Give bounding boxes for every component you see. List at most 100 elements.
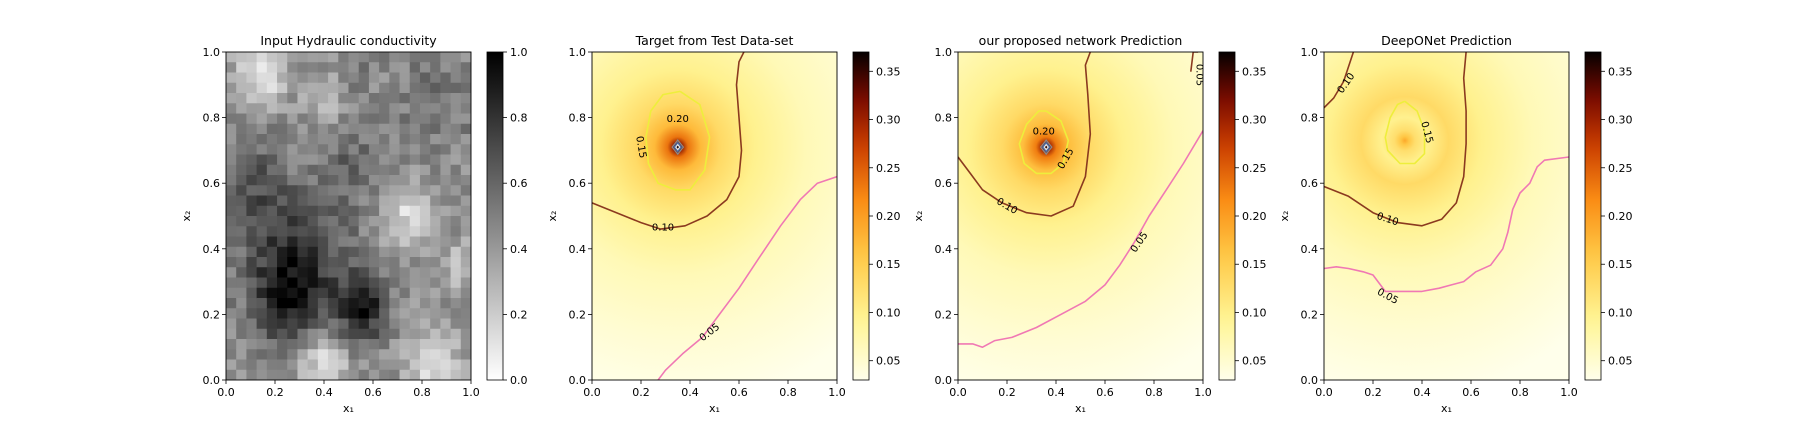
y-tick-label: 0.8	[203, 112, 221, 125]
x-axis-label: x₁	[1441, 402, 1452, 415]
colorbar-tick-label: 0.05	[1242, 355, 1267, 368]
colorbar-tick-label: 0.20	[1608, 210, 1633, 223]
contour-label: 0.20	[667, 114, 689, 125]
colorbar-tick-label: 0.10	[1608, 306, 1633, 319]
x-tick-label: 0.6	[1096, 386, 1114, 399]
y-tick-label: 0.0	[569, 374, 587, 387]
colorbar	[1584, 51, 1602, 381]
source-marker	[1041, 141, 1051, 153]
chart-title: DeepONet Prediction	[1381, 33, 1512, 48]
contour-label: 0.15	[633, 135, 648, 159]
colorbar-tick-label: 1.0	[510, 46, 528, 59]
contour-label: 0.20	[1033, 126, 1055, 137]
y-axis-label: x₂	[180, 211, 193, 222]
x-tick-label: 0.8	[413, 386, 431, 399]
y-tick-label: 0.0	[1301, 374, 1319, 387]
contour-0.05	[1324, 156, 1569, 293]
source-marker	[1043, 143, 1049, 151]
y-tick-label: 1.0	[203, 46, 221, 59]
colorbar-tick-label: 0.6	[510, 177, 528, 190]
y-tick-label: 0.8	[569, 112, 587, 125]
x-tick-label: 0.8	[1511, 386, 1529, 399]
x-axis-label: x₁	[1075, 402, 1086, 415]
colorbar-tick-label: 0.15	[1608, 258, 1633, 271]
y-tick-label: 0.6	[1301, 177, 1319, 190]
colorbar-tick-label: 0.20	[876, 210, 901, 223]
x-tick-label: 0.6	[364, 386, 382, 399]
axes-frame	[1323, 51, 1570, 381]
colorbar-tick-label: 0.35	[1242, 65, 1267, 78]
colorbar-tick-label: 0.10	[1242, 306, 1267, 319]
colorbar-tick-label: 0.25	[876, 162, 901, 175]
chart-title: Target from Test Data-set	[635, 33, 794, 48]
x-tick-label: 0.4	[1413, 386, 1431, 399]
contour-0.10	[1324, 52, 1467, 227]
y-tick-label: 1.0	[569, 46, 587, 59]
source-marker	[671, 139, 685, 156]
x-tick-label: 0.2	[1364, 386, 1382, 399]
y-tick-label: 1.0	[935, 46, 953, 59]
panel-1: 0.0 0.2 0.4 0.6 0.8 1.0 0.0 0.2 0.4 0.6 0.8 1.0 Inpu…	[180, 33, 528, 415]
x-axis-label: x₁	[709, 402, 720, 415]
contour-0.10	[958, 52, 1092, 217]
y-tick-label: 0.6	[935, 177, 953, 190]
y-tick-label: 0.4	[935, 243, 953, 256]
colorbar-tick-label: 0.25	[1608, 162, 1633, 175]
x-tick-label: 0.0	[949, 386, 967, 399]
colorbar-tick-label: 0.05	[1608, 355, 1633, 368]
panel-2: 0.20 0.15 0.10 0.05 0.0 0.2 0.4 0.6 0.8 1.0 0.0 0.2…	[546, 33, 901, 415]
y-tick-label: 0.2	[935, 308, 953, 321]
colorbar-tick-label: 0.30	[876, 114, 901, 127]
panel-3: 0.200.150.100.050.050.0 0.2 0.4 0.6 0.8 1.00.…	[912, 33, 1267, 415]
x-tick-label: 0.6	[730, 386, 748, 399]
x-tick-label: 0.4	[1047, 386, 1065, 399]
contour-0.15	[1384, 100, 1426, 165]
contour-0.20	[1018, 110, 1070, 175]
axes-frame	[957, 51, 1204, 381]
y-tick-label: 1.0	[1301, 46, 1319, 59]
y-tick-label: 0.4	[569, 243, 587, 256]
chart-title: Input Hydraulic conductivity	[260, 33, 437, 48]
x-tick-label: 0.4	[681, 386, 699, 399]
y-tick-label: 0.6	[203, 177, 221, 190]
colorbar	[1218, 51, 1236, 381]
x-tick-label: 0.2	[266, 386, 284, 399]
field: 0.200.150.100.05	[592, 52, 837, 380]
contour-0.20	[645, 90, 711, 191]
y-tick-label: 0.0	[935, 374, 953, 387]
contour-label: 0.05	[1193, 64, 1204, 86]
field: 0.100.150.100.05	[1324, 52, 1569, 380]
contour-0.10	[592, 52, 745, 230]
x-tick-label: 1.0	[1194, 386, 1212, 399]
colorbar-tick-label: 0.10	[876, 306, 901, 319]
colorbar-tick-label: 0.05	[876, 355, 901, 368]
x-tick-label: 0.8	[779, 386, 797, 399]
colorbar-tick-label: 0.25	[1242, 162, 1267, 175]
colorbar-tick-label: 0.35	[876, 65, 901, 78]
field: 0.200.150.100.050.05	[958, 52, 1204, 380]
contour-0.05	[958, 130, 1203, 349]
colorbar-tick-label: 0.30	[1242, 114, 1267, 127]
colorbar-tick-label: 0.4	[510, 243, 528, 256]
colorbar-tick-label: 0.30	[1608, 114, 1633, 127]
source-marker	[674, 143, 681, 151]
x-tick-label: 1.0	[828, 386, 846, 399]
field	[226, 52, 471, 380]
y-tick-label: 0.4	[1301, 243, 1319, 256]
x-axis-label: x₁	[343, 402, 354, 415]
x-tick-label: 0.2	[998, 386, 1016, 399]
colorbar-tick-label: 0.15	[876, 258, 901, 271]
x-tick-label: 0.2	[632, 386, 650, 399]
y-tick-label: 0.2	[203, 308, 221, 321]
contour-0.10	[1324, 52, 1355, 109]
x-tick-label: 0.0	[217, 386, 235, 399]
y-axis-label: x₂	[546, 211, 559, 222]
contour-0.05	[1190, 52, 1199, 72]
source-marker	[1039, 139, 1053, 156]
axes-frame	[225, 51, 472, 381]
y-tick-label: 0.4	[203, 243, 221, 256]
x-tick-label: 0.0	[1315, 386, 1333, 399]
x-tick-label: 0.0	[583, 386, 601, 399]
colorbar	[852, 51, 870, 381]
y-tick-label: 0.6	[569, 177, 587, 190]
